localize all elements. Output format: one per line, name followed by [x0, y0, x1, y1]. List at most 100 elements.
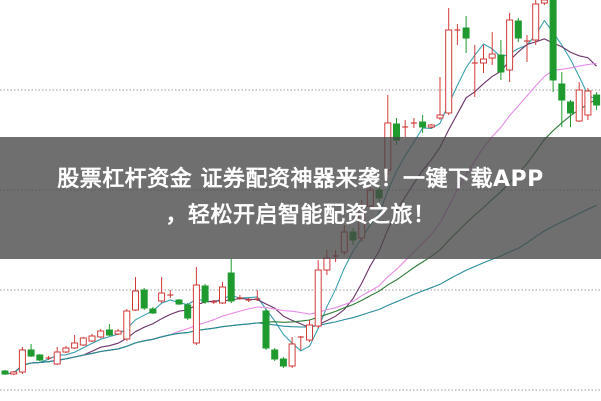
- candle: [288, 337, 296, 368]
- candle: [271, 348, 279, 361]
- candle-body: [271, 349, 279, 360]
- candle: [254, 290, 261, 301]
- candle-body: [123, 310, 131, 340]
- candle-body: [105, 329, 113, 336]
- candle-body: [419, 121, 427, 128]
- candle-body: [227, 272, 235, 302]
- candle: [71, 335, 79, 349]
- candle-body: [549, 0, 557, 81]
- candle: [1, 370, 9, 375]
- candle: [506, 13, 514, 82]
- candle: [402, 120, 409, 137]
- candle: [279, 357, 287, 368]
- candle: [210, 300, 217, 304]
- candle-body: [558, 83, 566, 101]
- candle: [18, 347, 26, 374]
- candle-body: [158, 292, 166, 302]
- candle: [558, 72, 566, 127]
- candle: [236, 295, 243, 300]
- candle: [575, 82, 583, 122]
- candle: [524, 35, 530, 62]
- candle: [140, 288, 148, 310]
- candle: [262, 309, 270, 350]
- candle-body: [488, 53, 496, 59]
- candle: [45, 356, 52, 360]
- candle: [297, 336, 304, 350]
- candle: [306, 320, 313, 342]
- candle-body: [184, 304, 192, 319]
- candle-body: [71, 342, 79, 349]
- candle: [462, 16, 470, 53]
- candle: [201, 284, 209, 304]
- candle-body: [262, 310, 270, 349]
- candle: [97, 329, 105, 338]
- candle: [584, 88, 592, 120]
- candle-body: [132, 290, 139, 311]
- candle: [114, 329, 122, 335]
- candle-body: [175, 299, 183, 305]
- candle-body: [10, 371, 18, 375]
- banner-line-1: 股票杠杆资金 证券配资神器来袭！一键下载APP: [57, 167, 544, 192]
- candle-body: [192, 284, 200, 344]
- candle: [497, 40, 505, 80]
- candle-body: [88, 335, 96, 342]
- candle: [567, 100, 574, 127]
- candle: [436, 77, 444, 120]
- candle: [549, 0, 557, 92]
- candle-body: [436, 114, 444, 119]
- candle-body: [462, 27, 470, 39]
- candle-body: [323, 257, 331, 271]
- candle: [471, 45, 478, 97]
- candle-body: [1, 370, 9, 375]
- candle-body: [97, 330, 105, 338]
- candle-body: [480, 58, 487, 64]
- candle: [480, 45, 487, 73]
- candle: [192, 267, 200, 345]
- candle-body: [79, 337, 87, 346]
- candle-body: [532, 3, 540, 41]
- ma10-line: [4, 38, 597, 375]
- candle-body: [53, 351, 61, 365]
- candle: [167, 290, 174, 298]
- ma5-line: [4, 19, 597, 375]
- candle: [36, 354, 44, 361]
- candle: [62, 346, 70, 353]
- candle: [88, 334, 96, 342]
- candle-body: [314, 269, 322, 327]
- candle: [514, 18, 522, 42]
- candle-body: [593, 94, 601, 106]
- candle-body: [140, 289, 148, 309]
- candle-body: [36, 354, 44, 361]
- candle: [593, 92, 601, 110]
- candle-body: [27, 349, 35, 357]
- candle: [532, 0, 540, 45]
- candle-body: [149, 308, 157, 314]
- candle: [123, 309, 131, 341]
- promo-banner: 股票杠杆资金 证券配资神器来袭！一键下载APP ，轻松开启智能配资之旅！: [0, 137, 601, 259]
- candle-body: [514, 20, 522, 39]
- candle: [540, 0, 548, 5]
- banner-line-2: ，轻松开启智能配资之旅！: [165, 203, 436, 228]
- candle: [314, 260, 322, 328]
- candle: [427, 124, 435, 128]
- candle-body: [575, 89, 583, 122]
- candle: [454, 24, 461, 45]
- candle: [410, 118, 417, 128]
- candle-body: [114, 330, 122, 335]
- candle-body: [540, 0, 548, 4]
- candle: [149, 307, 157, 314]
- candle-body: [279, 358, 287, 367]
- candle: [227, 259, 235, 303]
- candle-body: [497, 54, 505, 73]
- candle: [488, 32, 496, 65]
- candle-body: [584, 90, 592, 116]
- candle: [175, 299, 183, 305]
- candle-body: [445, 29, 453, 114]
- candle-body: [62, 347, 70, 353]
- candle: [445, 8, 453, 115]
- candle: [132, 277, 139, 311]
- candle-body: [567, 101, 574, 114]
- candle: [79, 337, 87, 346]
- candle: [219, 282, 226, 304]
